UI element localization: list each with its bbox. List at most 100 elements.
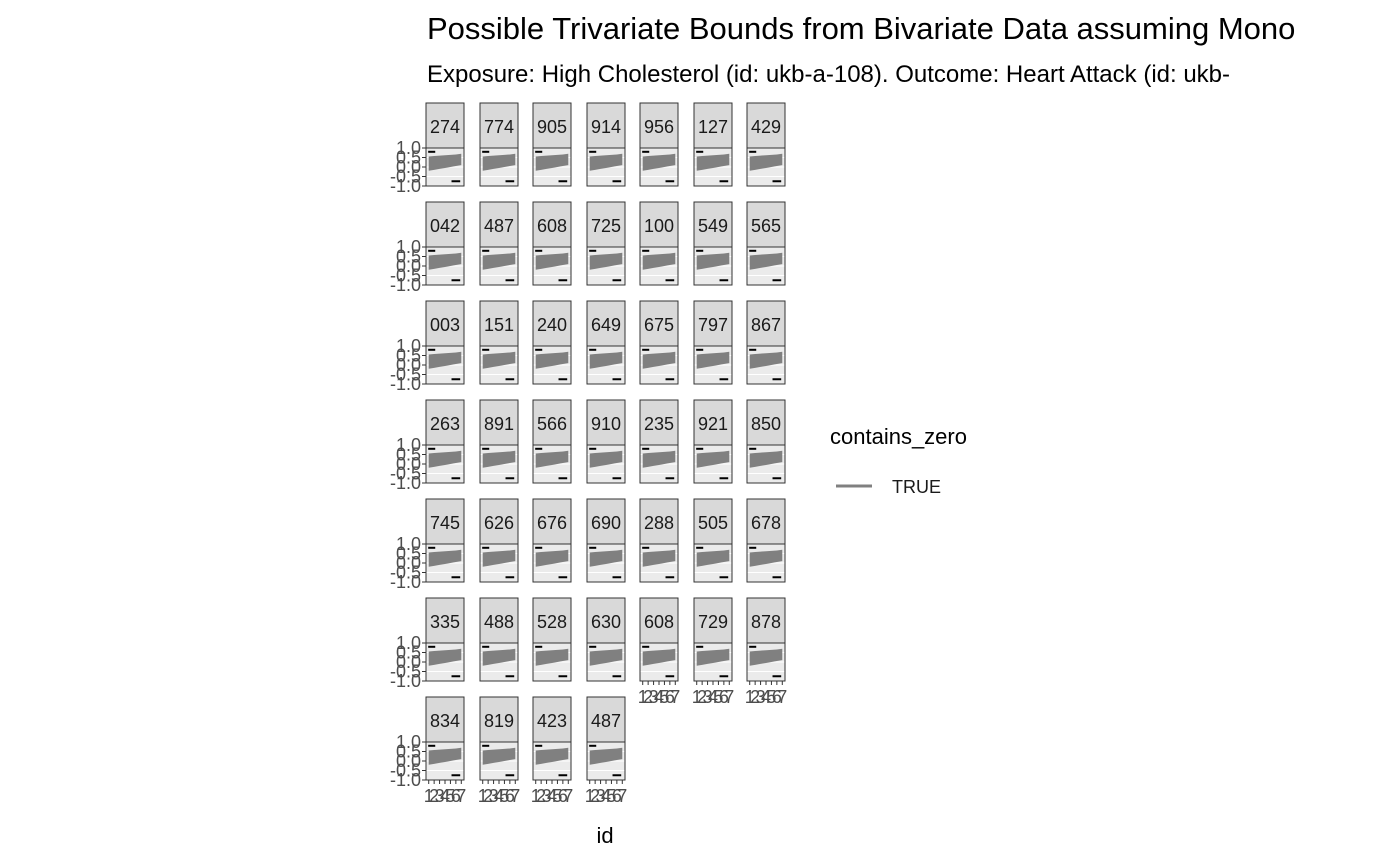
facet-bounds-band [642, 153, 676, 171]
facet-strip [479, 498, 519, 545]
facet-strip [746, 597, 786, 644]
y-tick-label: -0.5 [390, 266, 421, 286]
y-tick-label: 0.5 [396, 247, 421, 267]
facet-bounds-band [482, 549, 516, 567]
x-tick-label: 1 [424, 786, 434, 806]
facet-strip [425, 399, 465, 446]
legend: contains_zero TRUE [830, 424, 967, 497]
y-tick-label: 1.0 [396, 237, 421, 257]
facet-bounds-band [535, 549, 569, 567]
y-tick-label: -1.0 [390, 671, 421, 691]
facet-strip [532, 399, 572, 446]
y-tick-label: -1.0 [390, 770, 421, 790]
facet-panel-border [586, 147, 626, 187]
facet-strip-label: 678 [751, 513, 781, 533]
facet-strip-label: 729 [698, 612, 728, 632]
x-tick-label: 1 [745, 687, 755, 707]
facet-strip-label: 819 [484, 711, 514, 731]
facet-panel: 429 [746, 102, 786, 187]
facet-panel: 690 [586, 498, 626, 583]
facet-bounds-band [428, 252, 462, 270]
facet-panel-border [532, 147, 572, 187]
facet-panel: 488 [479, 597, 519, 682]
facet-strip-label: 549 [698, 216, 728, 236]
facet-bounds-band [428, 549, 462, 567]
facet-panel: 921 [693, 399, 733, 484]
facet-strip [586, 300, 626, 347]
x-tick-label: 2 [483, 786, 493, 806]
facet-strip [479, 597, 519, 644]
facet-bounds-band [749, 648, 783, 666]
facet-strip [479, 300, 519, 347]
y-tick-label: -0.5 [390, 365, 421, 385]
facet-panel: 910 [586, 399, 626, 484]
x-tick-label: 7 [670, 687, 680, 707]
facet-panel: 676 [532, 498, 572, 583]
facet-bounds-band [482, 648, 516, 666]
facet-panel: 905 [532, 102, 572, 187]
facet-bounds-band [589, 549, 623, 567]
facet-panel: 274 -1.0-0.50.00.51.0 [390, 102, 465, 196]
facet-panel-border [693, 147, 733, 187]
facet-strip [425, 498, 465, 545]
x-tick-label: 3 [542, 786, 552, 806]
facet-strip [586, 696, 626, 743]
facet-strip-label: 797 [698, 315, 728, 335]
facet-strip-label: 905 [537, 117, 567, 137]
facet-strip-label: 263 [430, 414, 460, 434]
facet-strip-label: 288 [644, 513, 674, 533]
x-tick-label: 1 [585, 786, 595, 806]
facet-panel: 127 [693, 102, 733, 187]
x-tick-label: 5 [606, 786, 616, 806]
facet-panel: 649 [586, 300, 626, 385]
x-tick-label: 5 [713, 687, 723, 707]
facet-strip [639, 399, 679, 446]
facet-bounds-band [749, 450, 783, 468]
facet-strip-label: 891 [484, 414, 514, 434]
facet-panel-border [693, 444, 733, 484]
facet-bounds-band [535, 648, 569, 666]
facet-panel: 565 [746, 201, 786, 286]
x-axis-title: id [596, 823, 613, 848]
x-tick-label: 6 [665, 687, 675, 707]
facet-strip [746, 201, 786, 248]
y-tick-label: -0.5 [390, 761, 421, 781]
facet-panel-border [479, 642, 519, 682]
facet-strip [479, 696, 519, 743]
y-tick-label: 0.5 [396, 148, 421, 168]
facet-panel-border [746, 345, 786, 385]
facet-strip-label: 505 [698, 513, 728, 533]
facet-panel: 288 [639, 498, 679, 583]
facet-strip [532, 498, 572, 545]
x-tick-label: 4 [547, 786, 557, 806]
facet-strip [425, 597, 465, 644]
facet-strip [586, 597, 626, 644]
facet-strip-label: 956 [644, 117, 674, 137]
facet-panel: 914 [586, 102, 626, 187]
y-tick-label: 0.0 [396, 652, 421, 672]
facet-panel: 608 [532, 201, 572, 286]
facet-strip-label: 878 [751, 612, 781, 632]
facet-strip-label: 774 [484, 117, 514, 137]
x-tick-label: 3 [649, 687, 659, 707]
facet-panel: 003 -1.0-0.50.00.51.0 [390, 300, 465, 394]
facet-strip-label: 565 [751, 216, 781, 236]
facet-strip-label: 867 [751, 315, 781, 335]
facet-strip [693, 102, 733, 149]
facet-strip [746, 300, 786, 347]
y-tick-label: -0.5 [390, 167, 421, 187]
y-tick-label: 1.0 [396, 534, 421, 554]
x-tick-label: 4 [601, 786, 611, 806]
facet-strip [586, 201, 626, 248]
facet-bounds-band [428, 648, 462, 666]
facet-bounds-band [642, 648, 676, 666]
y-tick-label: 0.5 [396, 346, 421, 366]
facet-strip [693, 597, 733, 644]
y-tick-label: 1.0 [396, 633, 421, 653]
facet-strip-label: 042 [430, 216, 460, 236]
facet-panel: 335 -1.0-0.50.00.51.0 [390, 597, 465, 691]
facet-panel: 678 [746, 498, 786, 583]
